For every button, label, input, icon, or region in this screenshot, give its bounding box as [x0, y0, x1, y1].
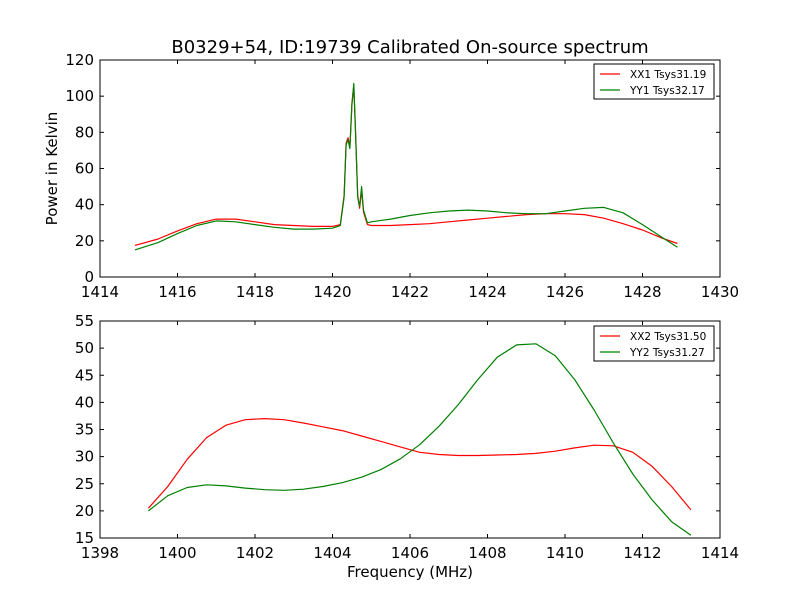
legend-label-2: YY1 Tsys32.17 — [629, 85, 705, 97]
x-tick-label: 1410 — [546, 544, 584, 562]
series-line-2-2 — [148, 343, 692, 536]
chart-title: B0329+54, ID:19739 Calibrated On-source … — [171, 37, 648, 58]
x-tick-label: 1420 — [313, 283, 351, 301]
y-tick-label: 20 — [75, 502, 94, 520]
x-tick-label: 1404 — [313, 544, 351, 562]
x-tick-label: 1430 — [701, 283, 739, 301]
x-tick-label: 1402 — [236, 544, 274, 562]
plot-panel-1: 1414 1416 1418 1420 1422 1424 1426 1428 1430 0 20 4… — [43, 51, 739, 301]
x-axis-label: Frequency (MHz) — [347, 563, 473, 581]
y-tick-label: 80 — [75, 123, 94, 141]
x-tick-label: 1408 — [468, 544, 506, 562]
x-tick-label: 1426 — [546, 283, 584, 301]
y-tick-label: 15 — [75, 529, 94, 547]
legend-1: XX1 Tsys31.19 YY1 Tsys32.17 — [593, 63, 715, 100]
y-tick-label: 60 — [75, 160, 94, 178]
series-line-2-1 — [147, 418, 692, 511]
x-tick-label: 1400 — [158, 544, 196, 562]
y-tick-label: 40 — [75, 196, 94, 214]
y-tick-label: 40 — [75, 393, 94, 411]
legend-label-2: YY2 Tsys31.27 — [629, 347, 705, 359]
x-tick-label: 1424 — [468, 283, 506, 301]
series-line-1-1 — [134, 84, 678, 246]
y-tick-label: 20 — [75, 232, 94, 250]
legend-box — [593, 325, 715, 362]
x-tick-label: 1414 — [701, 544, 739, 562]
y-tick-label: 55 — [75, 312, 94, 330]
y-axis-label: Power in Kelvin — [43, 112, 61, 226]
x-tick-label: 1418 — [236, 283, 274, 301]
y-tick-label: 0 — [84, 268, 94, 286]
y-tick-label: 100 — [65, 87, 94, 105]
legend-label-1: XX1 Tsys31.19 — [630, 69, 706, 81]
legend-label-1: XX2 Tsys31.50 — [630, 331, 706, 343]
x-tick-label: 1428 — [623, 283, 661, 301]
series-line-1-2 — [134, 82, 678, 251]
y-tick-label: 30 — [75, 448, 94, 466]
y-tick-label: 25 — [75, 475, 94, 493]
legend-box — [593, 63, 715, 100]
x-tick-label: 1406 — [391, 544, 429, 562]
x-tick-label: 1398 — [81, 544, 119, 562]
x-tick-label: 1412 — [623, 544, 661, 562]
y-tick-label: 120 — [65, 51, 94, 69]
y-tick-label: 50 — [75, 339, 94, 357]
x-tick-label: 1422 — [391, 283, 429, 301]
y-tick-label: 35 — [75, 421, 94, 439]
legend-2: XX2 Tsys31.50 YY2 Tsys31.27 — [593, 325, 715, 362]
x-tick-label: 1414 — [81, 283, 119, 301]
y-tick-label: 45 — [75, 366, 94, 384]
x-tick-label: 1416 — [158, 283, 196, 301]
plot-panel-2: 1398 1400 1402 1404 1406 1408 1410 1412 1414 15 20… — [75, 312, 739, 581]
